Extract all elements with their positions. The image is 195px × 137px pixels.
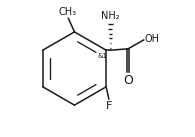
Text: F: F: [106, 101, 112, 111]
Text: OH: OH: [144, 34, 159, 44]
Text: NH₂: NH₂: [101, 11, 120, 21]
Text: O: O: [123, 74, 133, 87]
Text: CH₃: CH₃: [59, 7, 77, 17]
Text: &1: &1: [98, 53, 108, 59]
